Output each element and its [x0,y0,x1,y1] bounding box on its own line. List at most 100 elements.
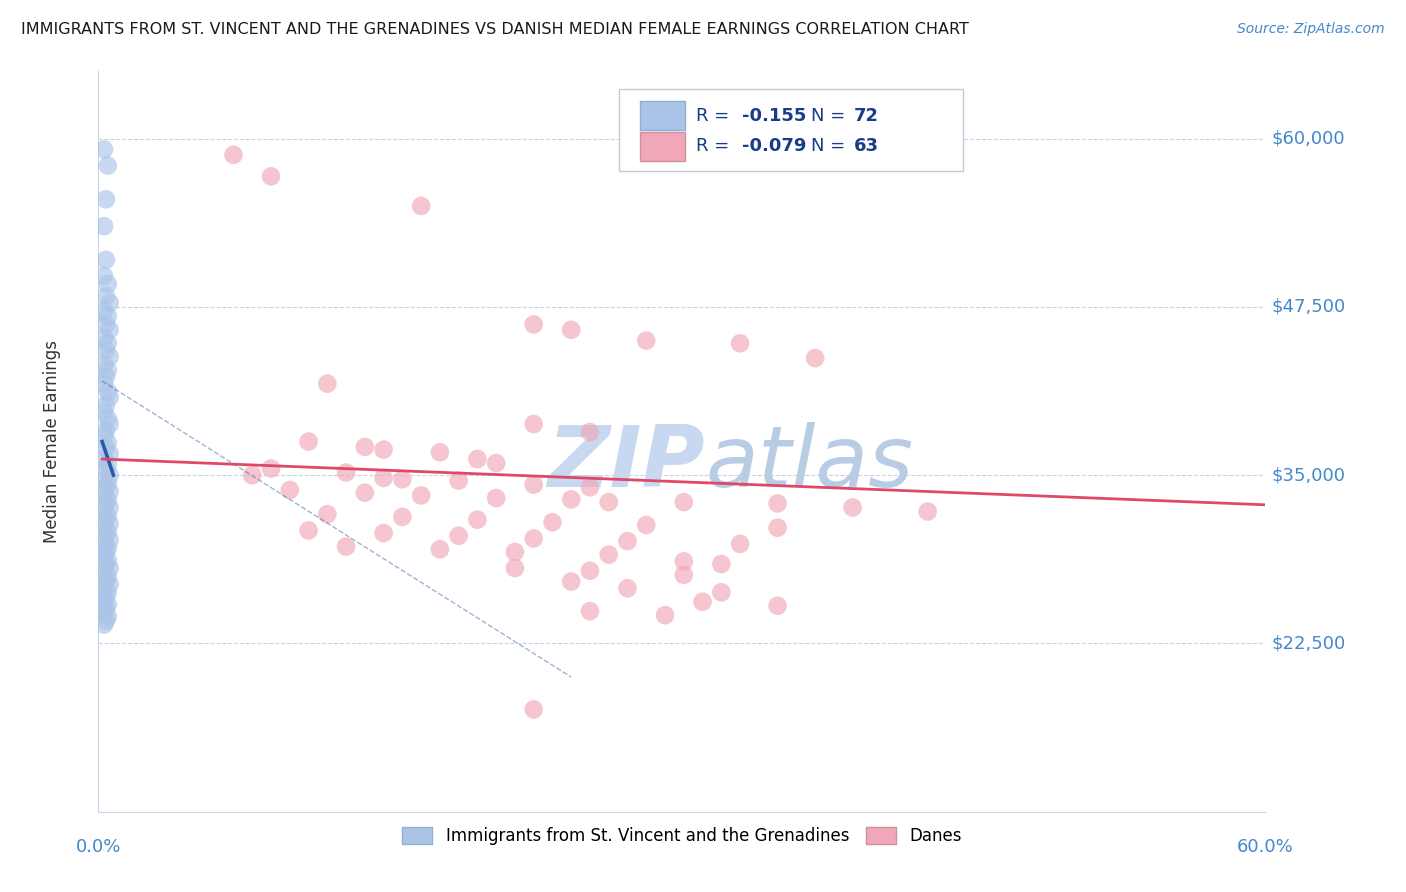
Point [523,417,546,431]
Text: ZIP: ZIP [547,422,706,505]
Point [541,516,564,530]
Point [94,557,117,571]
Point [335,540,357,554]
Point [98,323,121,337]
Point [94,573,117,587]
Point [98,533,121,547]
Point [98,484,121,499]
Point [598,548,620,562]
Point [94,463,117,477]
Text: $47,500: $47,500 [1271,298,1346,316]
Text: $22,500: $22,500 [1271,634,1346,652]
Point [97,159,120,173]
Point [485,491,508,505]
Point [636,518,658,533]
Point [766,599,789,613]
Point [94,424,117,438]
Point [93,565,115,579]
Point [94,614,117,628]
Point [804,351,827,365]
Point [98,447,121,461]
Point [93,376,115,391]
Point [616,581,638,595]
Point [260,169,283,184]
Point [373,471,395,485]
Point [447,529,470,543]
Point [411,488,433,502]
Text: N =: N = [811,107,851,125]
Point [98,350,121,364]
Text: -0.079: -0.079 [742,137,807,155]
Point [523,532,546,546]
Point [616,534,638,549]
Point [97,310,120,324]
Point [98,417,121,431]
Point [93,143,115,157]
Point [447,474,470,488]
Legend: Immigrants from St. Vincent and the Grenadines, Danes: Immigrants from St. Vincent and the Gren… [395,820,969,852]
Text: $35,000: $35,000 [1271,467,1346,484]
Point [98,390,121,404]
Text: 60.0%: 60.0% [1237,838,1294,855]
Point [353,440,375,454]
Point [97,585,120,599]
Point [335,466,357,480]
Point [97,508,120,523]
Text: R =: R = [696,137,735,155]
Point [240,468,263,483]
Point [523,318,546,332]
Point [94,343,117,357]
Point [222,148,245,162]
Point [93,472,115,486]
Point [97,277,120,291]
Text: -0.155: -0.155 [742,107,807,125]
Point [766,521,789,535]
Point [93,304,115,318]
Text: 63: 63 [853,137,879,155]
Point [579,604,602,618]
Text: $60,000: $60,000 [1271,129,1346,148]
Point [710,557,733,571]
Point [93,331,115,345]
Point [523,702,546,716]
Point [728,537,751,551]
Point [672,495,695,509]
Point [93,452,115,467]
Point [503,561,526,575]
Point [316,507,339,521]
Point [672,554,695,568]
Point [654,608,676,623]
Point [579,425,602,439]
Point [94,513,117,527]
Point [503,545,526,559]
Point [94,545,117,559]
Point [97,476,120,491]
Point [97,553,120,567]
Point [728,336,751,351]
Point [93,606,115,620]
Point [98,577,121,591]
Point [97,411,120,425]
Point [598,495,620,509]
Point [97,336,120,351]
Point [411,199,433,213]
Point [579,480,602,494]
Point [97,363,120,377]
Point [93,219,115,234]
Point [93,268,115,283]
Point [373,442,395,457]
Point [429,445,451,459]
Text: Median Female Earnings: Median Female Earnings [42,340,60,543]
Point [560,492,582,507]
Point [97,384,120,399]
Point [93,537,115,551]
Point [94,318,117,332]
Point [94,370,117,384]
Point [93,429,115,443]
Point [260,461,283,475]
Point [97,569,120,583]
Point [485,456,508,470]
Point [93,549,115,563]
Text: R =: R = [696,107,735,125]
Point [93,488,115,502]
